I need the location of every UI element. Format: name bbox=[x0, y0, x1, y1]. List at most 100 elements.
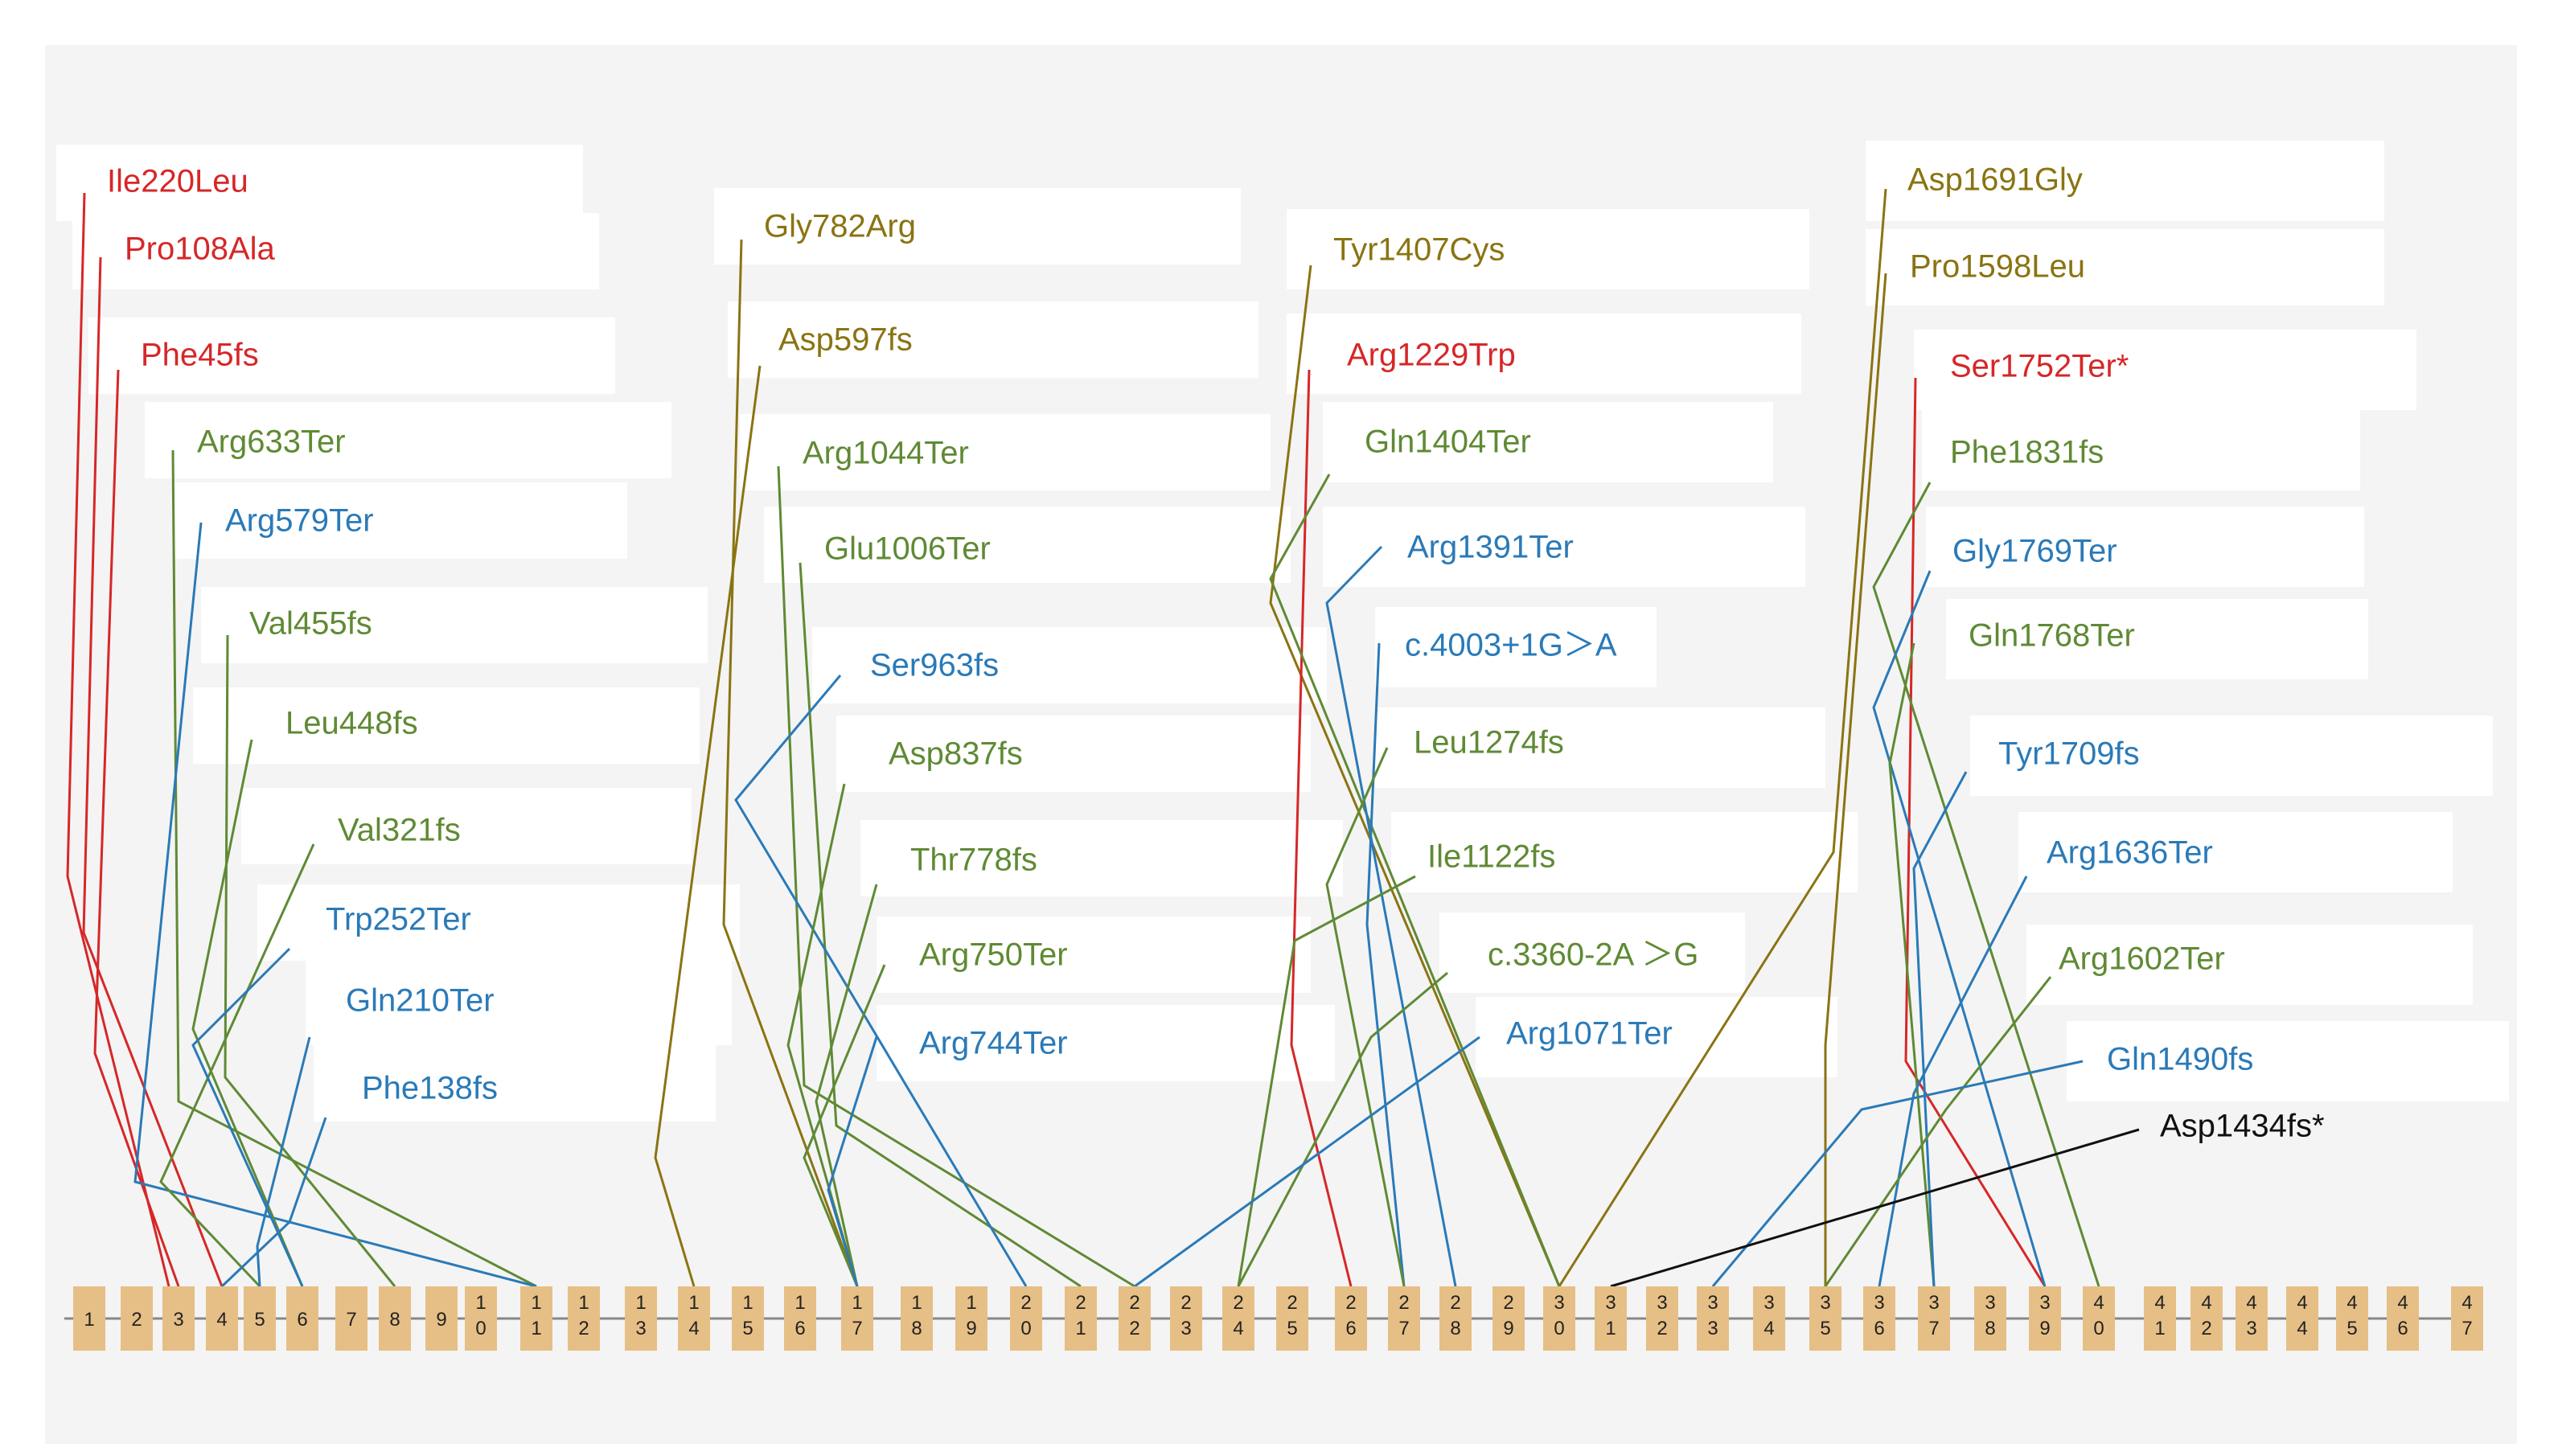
label-panel bbox=[764, 507, 1291, 583]
exon-box bbox=[1439, 1286, 1472, 1351]
exon-37: 37 bbox=[1918, 1286, 1950, 1351]
variant-label: Asp837fs bbox=[889, 736, 1023, 772]
exon-box bbox=[2286, 1286, 2318, 1351]
variant-connector bbox=[1888, 642, 1936, 1287]
exon-box bbox=[1809, 1286, 1841, 1351]
exon-4: 4 bbox=[206, 1286, 238, 1351]
variant-connector bbox=[133, 522, 537, 1288]
variant-connector bbox=[93, 369, 180, 1287]
exon-number-digit: 4 bbox=[2346, 1292, 2357, 1314]
label-panel bbox=[1922, 410, 2360, 490]
exon-box bbox=[1697, 1286, 1729, 1351]
exon-box bbox=[1335, 1286, 1367, 1351]
exon-box bbox=[425, 1286, 458, 1351]
exon-box bbox=[2144, 1286, 2176, 1351]
variant-label: Tyr1709fs bbox=[1998, 736, 2140, 772]
exon-6: 6 bbox=[286, 1286, 318, 1351]
exon-11: 11 bbox=[520, 1286, 552, 1351]
exon-27: 27 bbox=[1388, 1286, 1420, 1351]
exon-number-digit: 1 bbox=[852, 1292, 862, 1314]
variant-connector bbox=[1325, 545, 1457, 1287]
variant-label: Arg1044Ter bbox=[803, 436, 969, 471]
exon-box bbox=[286, 1286, 318, 1351]
label-panel bbox=[877, 1005, 1335, 1081]
exon-box bbox=[2387, 1286, 2419, 1351]
exon-18: 18 bbox=[901, 1286, 933, 1351]
exon-number-digit: 2 bbox=[1657, 1318, 1667, 1339]
label-panel bbox=[241, 788, 692, 864]
variant-connector bbox=[82, 256, 224, 1287]
exon-number: 7 bbox=[346, 1309, 356, 1331]
exon-21: 21 bbox=[1065, 1286, 1097, 1351]
exon-number-digit: 6 bbox=[2397, 1318, 2408, 1339]
exon-box bbox=[121, 1286, 153, 1351]
variant-label: Ser1752Ter* bbox=[1950, 349, 2129, 384]
exon-number-digit: 3 bbox=[1874, 1292, 1884, 1314]
variant-connector bbox=[734, 675, 1028, 1287]
exon-number-digit: 3 bbox=[1985, 1292, 1995, 1314]
variant-label: Phe138fs bbox=[362, 1071, 498, 1106]
exon-number-digit: 6 bbox=[1874, 1318, 1884, 1339]
exon-number-digit: 2 bbox=[578, 1318, 589, 1339]
exon-number-digit: 2 bbox=[1398, 1292, 1409, 1314]
exon-number: 4 bbox=[216, 1309, 227, 1331]
exon-number: 5 bbox=[254, 1309, 265, 1331]
exon-box bbox=[955, 1286, 987, 1351]
variant-connector bbox=[224, 634, 396, 1287]
exon-number-digit: 0 bbox=[2093, 1318, 2104, 1339]
exon-number-digit: 4 bbox=[2093, 1292, 2104, 1314]
variant-label: Val321fs bbox=[338, 813, 461, 848]
variant-connector bbox=[1872, 482, 2100, 1287]
exon-number-digit: 2 bbox=[1075, 1292, 1086, 1314]
exon-number-digit: 3 bbox=[2246, 1318, 2256, 1339]
exon-13: 13 bbox=[625, 1286, 657, 1351]
label-panel bbox=[56, 145, 583, 221]
exon-number-digit: 6 bbox=[794, 1318, 805, 1339]
exon-box bbox=[379, 1286, 411, 1351]
label-panel bbox=[1375, 607, 1657, 687]
label-panel bbox=[836, 716, 1311, 792]
variant-label: Phe1831fs bbox=[1950, 435, 2104, 470]
exon-7: 7 bbox=[335, 1286, 367, 1351]
variant-label: Arg1636Ter bbox=[2047, 835, 2213, 871]
exon-number-digit: 3 bbox=[2039, 1292, 2050, 1314]
variant-connector bbox=[1912, 771, 1968, 1287]
variant-connector bbox=[66, 192, 170, 1287]
exon-44: 44 bbox=[2286, 1286, 2318, 1351]
label-panel bbox=[1323, 402, 1773, 482]
exon-box bbox=[2451, 1286, 2483, 1351]
exon-number-digit: 4 bbox=[2246, 1292, 2256, 1314]
exon-8: 8 bbox=[379, 1286, 411, 1351]
variant-connector bbox=[1824, 976, 2052, 1287]
exon-number-digit: 2 bbox=[1180, 1292, 1191, 1314]
exon-number-digit: 2 bbox=[2201, 1318, 2211, 1339]
variant-label: Thr778fs bbox=[910, 843, 1037, 878]
variant-connector bbox=[159, 843, 315, 1288]
variant-label: Trp252Ter bbox=[326, 902, 471, 937]
exon-number: 8 bbox=[389, 1309, 400, 1331]
exon-42: 42 bbox=[2190, 1286, 2223, 1351]
variant-connector bbox=[722, 239, 859, 1287]
label-panel bbox=[860, 820, 1343, 896]
exon-number-digit: 3 bbox=[1820, 1292, 1830, 1314]
exon-box bbox=[520, 1286, 552, 1351]
exon-number-digit: 2 bbox=[1287, 1292, 1297, 1314]
variant-label: Arg579Ter bbox=[225, 503, 374, 539]
label-panel bbox=[1970, 716, 2493, 796]
exon-number-digit: 3 bbox=[1657, 1292, 1667, 1314]
variant-label: Arg1229Trp bbox=[1347, 338, 1516, 373]
exon-box bbox=[2336, 1286, 2368, 1351]
exon-number-digit: 7 bbox=[852, 1318, 862, 1339]
exon-number-digit: 5 bbox=[2346, 1318, 2357, 1339]
exon-number-digit: 1 bbox=[531, 1292, 541, 1314]
label-panel bbox=[1287, 209, 1809, 289]
exon-number-digit: 0 bbox=[1020, 1318, 1031, 1339]
exon-box bbox=[465, 1286, 497, 1351]
exon-box bbox=[2029, 1286, 2061, 1351]
exon-12: 12 bbox=[568, 1286, 600, 1351]
exon-28: 28 bbox=[1439, 1286, 1472, 1351]
exon-15: 15 bbox=[732, 1286, 764, 1351]
exon-box bbox=[1119, 1286, 1151, 1351]
exon-box bbox=[784, 1286, 816, 1351]
exon-number-digit: 4 bbox=[1763, 1318, 1774, 1339]
